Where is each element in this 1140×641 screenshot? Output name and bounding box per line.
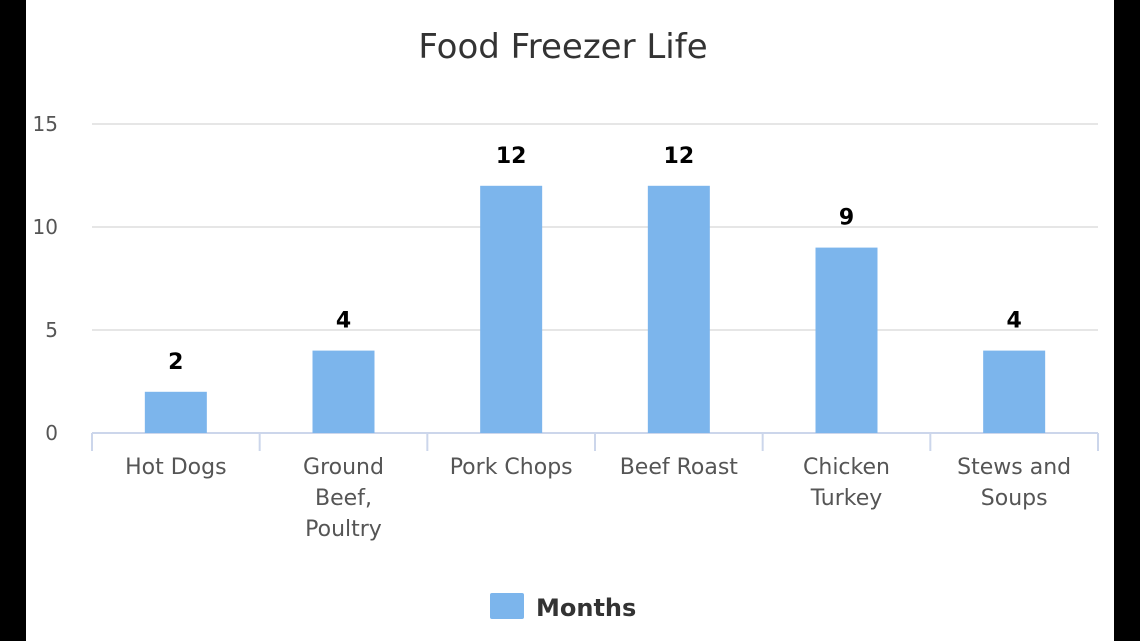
x-tick-label: Soups [981,486,1048,511]
bar[interactable] [983,350,1046,433]
y-tick-label: 15 [33,112,58,136]
bar[interactable] [312,350,375,433]
x-tick-label: Chicken [803,455,890,480]
data-labels: 2 4 12 12 9 4 [168,144,1022,375]
x-tick-label: Ground [303,455,384,480]
data-label: 9 [839,206,854,231]
x-tick-label: Hot Dogs [125,455,226,480]
chart-frame: Food Freezer Life 0 5 10 15 Hot Dogs Ground B… [26,0,1114,641]
y-axis-labels: 0 5 10 15 [33,112,58,445]
y-tick-label: 5 [45,318,58,342]
legend-label[interactable]: Months [536,594,636,622]
x-tick-label: Poultry [305,517,382,542]
data-label: 4 [336,309,351,334]
x-tick-label: Stews and [957,455,1071,480]
data-label: 4 [1007,309,1022,334]
x-axis: Hot Dogs Ground Beef, Poultry Pork Chops Beef… [91,432,1099,542]
bar[interactable] [815,247,878,433]
data-label: 12 [664,144,695,169]
gridlines [92,123,1098,331]
bars [144,185,1046,433]
x-tick-label: Turkey [810,486,883,511]
bar-chart: Food Freezer Life 0 5 10 15 Hot Dogs Ground B… [33,27,1099,622]
x-tick-label: Beef, [315,486,372,511]
y-tick-label: 0 [45,421,58,445]
bar[interactable] [144,391,207,433]
y-tick-label: 10 [33,215,58,239]
data-label: 2 [168,350,183,375]
legend-swatch[interactable] [490,593,524,619]
data-label: 12 [496,144,527,169]
legend[interactable]: Months [490,593,636,622]
bar[interactable] [647,185,710,433]
chart-title: Food Freezer Life [418,27,707,67]
bar[interactable] [480,185,543,433]
x-tick-label: Pork Chops [450,455,573,480]
x-tick-label: Beef Roast [620,455,739,480]
